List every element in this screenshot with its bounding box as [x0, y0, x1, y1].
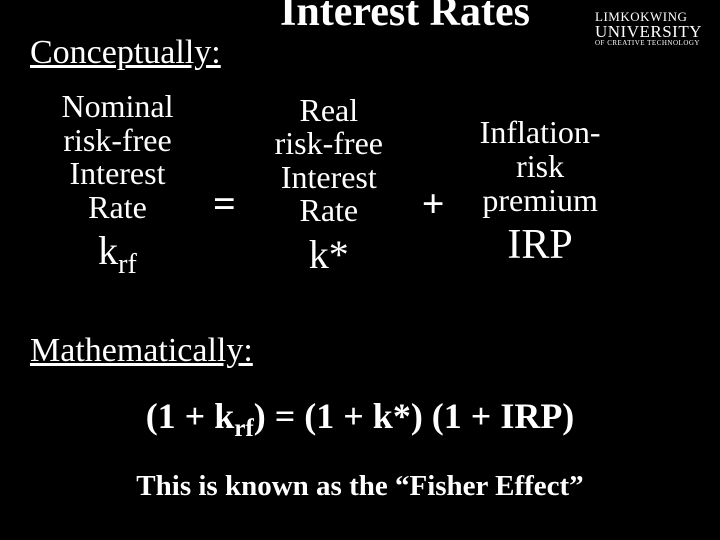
irp-l3: premium: [453, 184, 628, 218]
mathematically-heading: Mathematically:: [30, 332, 253, 370]
nominal-l2: risk-free: [30, 124, 205, 158]
fisher-effect-label: This is known as the “Fisher Effect”: [0, 470, 720, 503]
irp-l1: Inflation-: [453, 116, 628, 150]
irp-l2: risk: [453, 150, 628, 184]
university-logo: LIMKOKWING UNIVERSITY OF CREATIVE TECHNO…: [595, 10, 702, 47]
slide: Interest Rates LIMKOKWING UNIVERSITY OF …: [0, 0, 720, 540]
logo-line2: UNIVERSITY: [595, 23, 702, 40]
real-l4: Rate: [244, 194, 414, 228]
real-symbol: k*: [244, 234, 414, 276]
real-term: Real risk-free Interest Rate k*: [244, 94, 414, 276]
slide-title: Interest Rates: [280, 0, 530, 36]
irp-symbol: IRP: [453, 223, 628, 267]
logo-line3: OF CREATIVE TECHNOLOGY: [595, 40, 702, 47]
nominal-l3: Interest: [30, 157, 205, 191]
nominal-term: Nominal risk-free Interest Rate krf: [30, 90, 205, 280]
plus-operator: +: [414, 180, 453, 227]
formula-prefix: (1 + k: [146, 396, 235, 436]
fisher-formula: (1 + krf) = (1 + k*) (1 + IRP): [0, 395, 720, 443]
nominal-sym-sub: rf: [118, 249, 137, 280]
conceptually-heading: Conceptually:: [30, 34, 221, 72]
nominal-l1: Nominal: [30, 90, 205, 124]
formula-sub: rf: [234, 415, 254, 442]
nominal-sym-prefix: k: [98, 228, 118, 273]
nominal-symbol: krf: [30, 230, 205, 279]
real-l1: Real: [244, 94, 414, 128]
equals-operator: =: [205, 180, 244, 227]
formula-suffix: ) = (1 + k*) (1 + IRP): [254, 396, 575, 436]
irp-term: Inflation- risk premium IRP: [453, 116, 628, 267]
real-l3: Interest: [244, 161, 414, 195]
nominal-l4: Rate: [30, 191, 205, 225]
real-l2: risk-free: [244, 127, 414, 161]
conceptual-equation: Nominal risk-free Interest Rate krf = Re…: [30, 90, 690, 280]
